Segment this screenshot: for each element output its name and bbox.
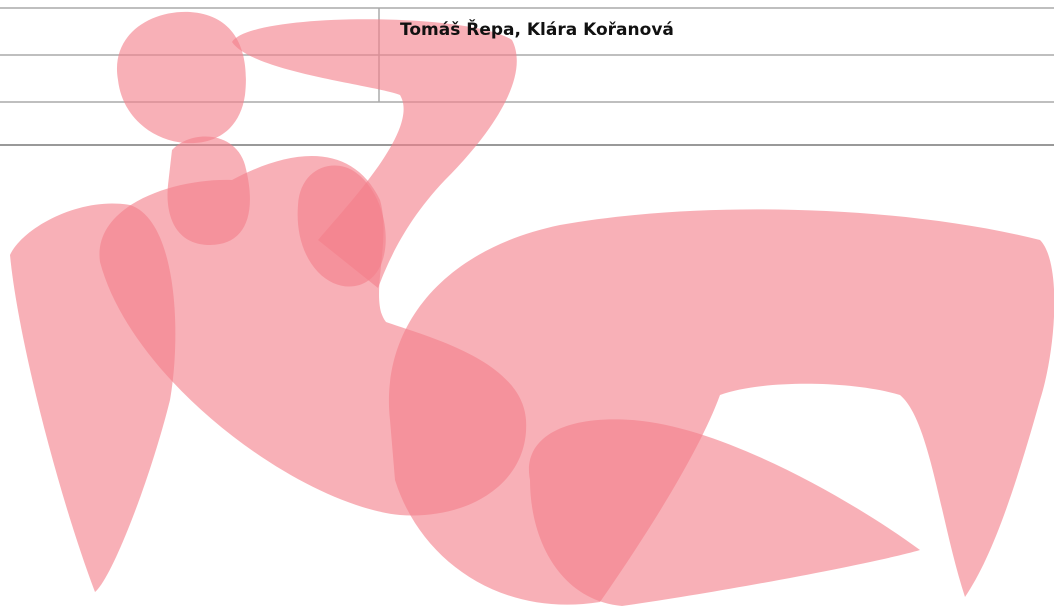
head-shape <box>117 12 246 143</box>
page: Tomáš Řepa, Klára Kořanová (() => { cons… <box>0 0 1054 613</box>
artwork <box>0 0 1054 613</box>
credits: Tomáš Řepa, Klára Kořanová <box>400 20 674 40</box>
leg-left-shape <box>10 203 175 592</box>
leg-lower-shape <box>529 419 920 606</box>
